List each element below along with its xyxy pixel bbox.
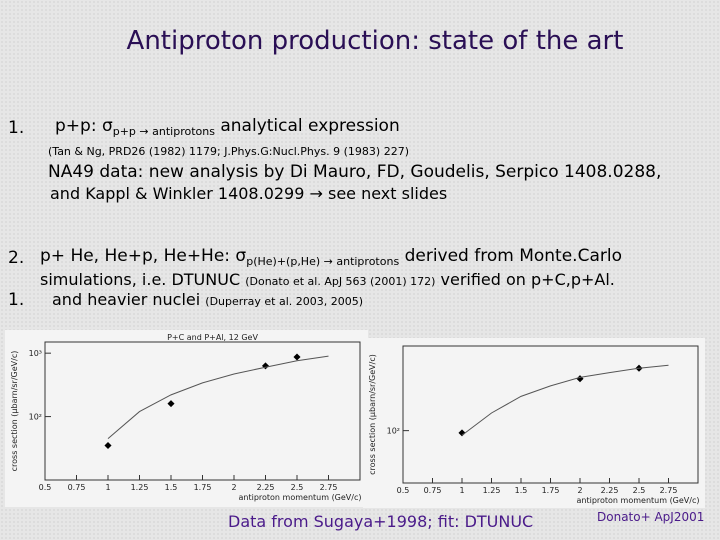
caption: Data from Sugaya+1998; fit: DTUNUC — [228, 512, 534, 531]
x-tick-label: 1.5 — [515, 486, 528, 495]
data-point — [104, 441, 112, 450]
y-axis-label: cross section (μbarn/sr/GeV/c) — [368, 354, 377, 475]
x-axis-label: antiproton momentum (GeV/c) — [238, 493, 361, 502]
slide-title: Antiproton production: state of the art — [126, 26, 624, 56]
plot-title: P+C and P+Al, 12 GeV — [167, 333, 258, 342]
subscript: p(He)+(p,He) → antiprotons — [246, 255, 400, 268]
x-tick-label: 1.5 — [165, 483, 178, 492]
x-tick-label: 1 — [459, 486, 464, 495]
x-tick-label: 2.75 — [320, 483, 338, 492]
item-number: 2. — [8, 248, 25, 268]
x-tick-label: 0.5 — [397, 486, 410, 495]
note: and Kappl & Winkler 1408.0299 → see next… — [50, 184, 448, 203]
plot: 0.5 0.75 1 1.25 1.5 1.75 2 2.25 2.5 2.75 10² 10³ ant… — [10, 333, 362, 502]
data-point — [293, 353, 301, 361]
data-point — [576, 375, 584, 383]
text: analytical expression — [214, 116, 400, 136]
y-tick-label: 10² — [29, 413, 42, 422]
y-tick-label: 10² — [387, 427, 400, 436]
plot-frame — [44, 341, 361, 481]
x-axis-label: antiproton momentum (GeV/c) — [576, 496, 699, 505]
x-tick-label: 2.5 — [291, 483, 304, 492]
x-tick-label: 2.25 — [601, 486, 619, 495]
y-tick-label: 10³ — [29, 349, 42, 358]
data-point — [167, 400, 175, 408]
x-tick-label: 0.75 — [68, 483, 86, 492]
text: verified on p+C,p+Al. — [435, 270, 615, 289]
x-tick-label: 1.75 — [194, 483, 212, 492]
plot-panel: 0.5 0.75 1 1.25 1.5 1.75 2 2.25 2.5 2.75 10² 10³ ant… — [5, 330, 368, 507]
fit-curve — [107, 355, 329, 439]
credit: Donato+ ApJ2001 — [597, 510, 705, 524]
subscript: p+p → antiprotons — [112, 125, 215, 138]
text: derived from Monte.Carlo — [399, 246, 622, 266]
x-tick-label: 2.75 — [660, 486, 678, 495]
item-text: p+ He, He+p, He+He: σp(He)+(p,He) → anti… — [40, 246, 622, 268]
y-axis-label: cross section (μbarn/sr/GeV/c) — [10, 351, 19, 472]
fit-curve — [461, 364, 669, 436]
plot-panel: 0.5 0.75 1 1.25 1.5 1.75 2 2.25 2.5 2.75 10² antipr… — [363, 338, 705, 508]
x-tick-label: 1 — [105, 483, 110, 492]
item-number: 1. — [8, 118, 25, 138]
item-number: 1. — [8, 290, 25, 310]
x-tick-label: 0.5 — [39, 483, 52, 492]
text: simulations, i.e. DTUNUC — [40, 270, 246, 289]
text: p+ He, He+p, He+He: σ — [40, 246, 247, 266]
text: p+p: σ — [55, 116, 113, 136]
x-tick-label: 0.75 — [424, 486, 442, 495]
x-tick-label: 1.25 — [483, 486, 501, 495]
data-point — [261, 362, 270, 370]
reference: (Donato et al. ApJ 563 (2001) 172) — [245, 275, 436, 288]
x-tick-label: 1.25 — [131, 483, 149, 492]
reference: (Tan & Ng, PRD26 (1982) 1179; J.Phys.G:N… — [48, 145, 409, 158]
text: and heavier nuclei — [52, 290, 206, 309]
data-point — [458, 429, 466, 437]
x-tick-label: 2 — [231, 483, 236, 492]
plot: 0.5 0.75 1 1.25 1.5 1.75 2 2.25 2.5 2.75 10² antipr… — [368, 345, 700, 505]
note: NA49 data: new analysis by Di Mauro, FD,… — [48, 162, 662, 182]
item-text: simulations, i.e. DTUNUC (Donato et al. … — [40, 270, 615, 289]
x-tick-label: 2 — [577, 486, 582, 495]
reference: (Duperray et al. 2003, 2005) — [205, 295, 364, 308]
item-text: p+p: σp+p → antiprotons analytical expre… — [55, 116, 400, 138]
x-tick-label: 2.5 — [633, 486, 646, 495]
x-tick-label: 1.75 — [542, 486, 560, 495]
x-tick-label: 2.25 — [257, 483, 275, 492]
item-text: and heavier nuclei (Duperray et al. 2003… — [52, 290, 363, 309]
